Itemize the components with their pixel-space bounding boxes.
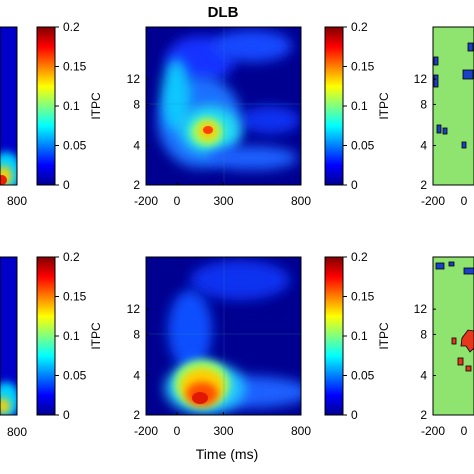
x-tick-label: -200 [134, 194, 158, 208]
heatmap-middle-bottom [146, 257, 301, 415]
x-tick-label: 0 [461, 424, 468, 438]
axes-right-top: -200 0 12 8 4 2 [414, 72, 468, 208]
significance-map-right-top [432, 26, 474, 186]
y-tick-label: 4 [133, 369, 140, 383]
x-tick-label: -200 [134, 424, 158, 438]
significance-clusters-right-bottom [435, 261, 474, 372]
colorbar-middle-bottom-label: ITPC [377, 322, 391, 350]
y-tick-label: 2 [133, 408, 140, 422]
colorbar-left-top [36, 26, 56, 186]
heatmap-left-bottom [0, 257, 17, 415]
y-tick-label: 8 [133, 97, 140, 111]
colorbar-tick-label: 0.15 [351, 60, 375, 74]
colorbar-tick-label: 0.1 [63, 99, 80, 113]
colorbar-middle-bottom [324, 256, 344, 416]
colorbar-left-top-ticks: 0.2 0.15 0.1 0.05 0 [55, 20, 87, 192]
axes-middle-bottom: -200 0 300 800 12 8 4 2 [127, 302, 312, 438]
colorbar-left-top-label: ITPC [89, 92, 103, 120]
colorbar-middle-top-label: ITPC [377, 92, 391, 120]
x-tick-label: 800 [291, 424, 311, 438]
colorbar-tick-label: 0.15 [351, 290, 375, 304]
y-tick-label: 2 [420, 408, 427, 422]
y-tick-label: 12 [127, 302, 141, 316]
colorbar-middle-bottom-ticks: 0.2 0.15 0.1 0.05 0 [343, 250, 375, 422]
colorbar-tick-label: 0.2 [351, 20, 368, 34]
colorbar-tick-label: 0.05 [351, 369, 375, 383]
y-tick-label: 8 [133, 327, 140, 341]
x-tick-label: 0 [174, 424, 181, 438]
y-tick-label: 8 [420, 97, 427, 111]
x-tick-label: -200 [421, 194, 445, 208]
chart-title: DLB [208, 4, 239, 21]
y-tick-label: 4 [420, 139, 427, 153]
y-tick-label: 2 [133, 178, 140, 192]
x-axis-label: Time (ms) [196, 446, 258, 462]
colorbar-middle-top-ticks: 0.2 0.15 0.1 0.05 0 [343, 20, 375, 192]
colorbar-tick-label: 0.05 [63, 369, 87, 383]
y-tick-label: 4 [133, 139, 140, 153]
y-tick-label: 12 [127, 72, 141, 86]
y-tick-label: 12 [414, 72, 428, 86]
colorbar-left-bottom-label: ITPC [89, 322, 103, 350]
colorbar-tick-label: 0 [351, 178, 358, 192]
colorbar-tick-label: 0 [351, 408, 358, 422]
colorbar-left-bottom [36, 256, 56, 416]
x-tick-left-bottom: 800 [7, 425, 27, 439]
panel-frame-left-bottom [0, 256, 18, 416]
x-tick-label: 300 [213, 424, 233, 438]
significance-clusters-right-top [433, 42, 474, 149]
colorbar-tick-label: 0.05 [351, 139, 375, 153]
y-tick-label: 12 [414, 302, 428, 316]
x-tick-left-top: 800 [7, 194, 27, 208]
colorbar-middle-top [324, 26, 344, 186]
colorbar-tick-label: 0 [63, 408, 70, 422]
heatmap-left-top [0, 27, 17, 185]
x-tick-label: -200 [421, 424, 445, 438]
colorbar-tick-label: 0.1 [63, 329, 80, 343]
colorbar-tick-label: 0.2 [63, 20, 80, 34]
y-tick-label: 4 [420, 369, 427, 383]
panel-frame-left-top [0, 26, 18, 186]
colorbar-tick-label: 0.1 [351, 99, 368, 113]
colorbar-tick-label: 0 [63, 178, 70, 192]
x-tick-label: 800 [291, 194, 311, 208]
y-tick-label: 2 [420, 178, 427, 192]
colorbar-tick-label: 0.15 [63, 60, 87, 74]
colorbar-tick-label: 0.2 [63, 250, 80, 264]
axes-middle-top: -200 0 300 800 12 8 4 2 [127, 72, 312, 208]
y-tick-label: 8 [420, 327, 427, 341]
x-tick-label: 300 [213, 194, 233, 208]
heatmap-middle-top [146, 27, 301, 185]
x-tick-label: 0 [461, 194, 468, 208]
colorbar-tick-label: 0.05 [63, 139, 87, 153]
colorbar-tick-label: 0.2 [351, 250, 368, 264]
axes-right-bottom: -200 0 12 8 4 2 [414, 302, 468, 438]
x-tick-label: 0 [174, 194, 181, 208]
colorbar-left-bottom-ticks: 0.2 0.15 0.1 0.05 0 [55, 250, 87, 422]
colorbar-tick-label: 0.1 [351, 329, 368, 343]
colorbar-tick-label: 0.15 [63, 290, 87, 304]
